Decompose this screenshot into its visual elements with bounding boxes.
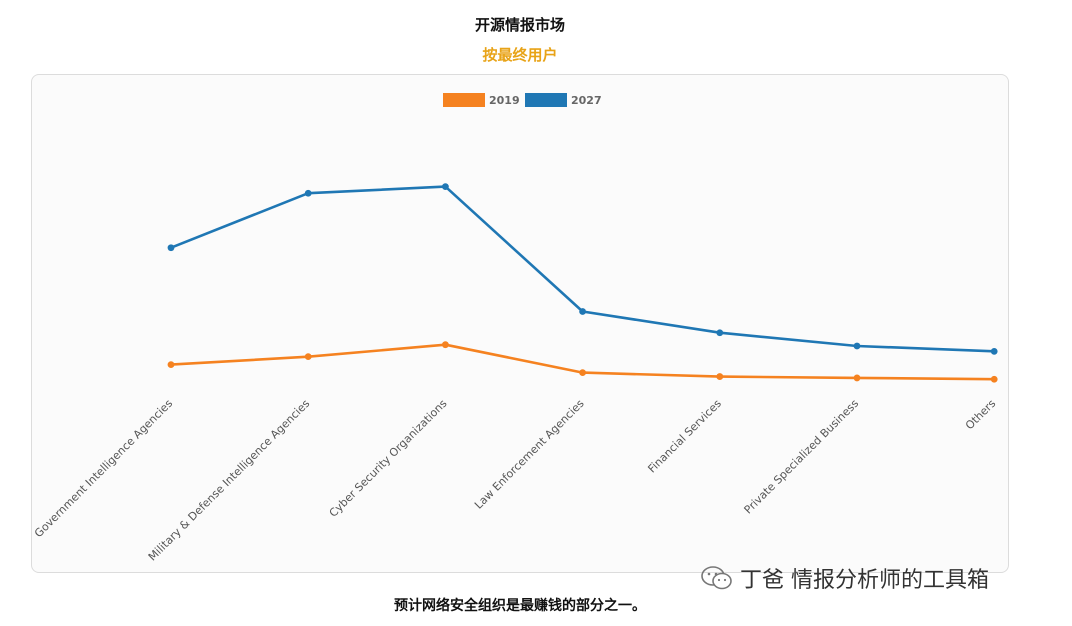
series-points: [167, 183, 998, 383]
line-chart: 2019 2027 Government Intelligence Agencie…: [32, 93, 999, 564]
chart-panel: 2019 2027 Government Intelligence Agencie…: [31, 74, 1009, 573]
x-axis-labels: Government Intelligence AgenciesMilitary…: [32, 397, 999, 564]
data-point-2019-others[interactable]: [990, 375, 998, 383]
watermark-text: 丁爸 情报分析师的工具箱: [740, 568, 989, 593]
legend-item-2019[interactable]: 2019: [443, 93, 520, 107]
data-point-2019-cyber-security-organizations[interactable]: [442, 341, 449, 349]
data-point-2019-private-specialized-business[interactable]: [853, 374, 861, 382]
data-point-2027-others[interactable]: [990, 347, 998, 355]
data-point-2027-financial-services[interactable]: [716, 329, 724, 337]
data-point-2019-financial-services[interactable]: [716, 373, 724, 380]
data-point-2027-law-enforcement-agencies[interactable]: [579, 308, 586, 315]
chart-title: 开源情报市场: [474, 16, 565, 34]
series-lines: [169, 185, 996, 381]
x-tick-label-government-intelligence-agencies: Government Intelligence Agencies: [32, 397, 175, 540]
legend-label-2027: 2027: [571, 94, 602, 107]
chart-legend: 2019 2027: [443, 93, 602, 107]
x-tick-label-cyber-security-organizations: Cyber Security Organizations: [327, 397, 450, 520]
chart-subtitle: 按最终用户: [482, 46, 558, 64]
series-line-2027: [169, 185, 996, 353]
x-tick-label-military-and-defense-intelligence-agencies: Military & Defense Intelligence Agencies: [146, 397, 313, 564]
figure-caption: 预计网络安全组织是最赚钱的部分之一。: [394, 598, 646, 614]
data-point-2019-military-and-defense-intelligence-agencies[interactable]: [304, 353, 312, 361]
legend-label-2019: 2019: [489, 94, 520, 107]
wechat-icon: [701, 566, 732, 590]
legend-swatch-2019: [443, 93, 485, 107]
legend-swatch-2027: [525, 93, 567, 107]
data-point-2027-private-specialized-business[interactable]: [853, 342, 861, 350]
x-tick-label-law-enforcement-agencies: Law Enforcement Agencies: [472, 397, 587, 512]
watermark: 丁爸 情报分析师的工具箱: [700, 562, 989, 594]
x-tick-label-financial-services: Financial Services: [645, 397, 724, 476]
x-tick-label-private-specialized-business: Private Specialized Business: [742, 397, 862, 517]
data-point-2019-law-enforcement-agencies[interactable]: [579, 369, 586, 376]
x-tick-label-others: Others: [963, 397, 999, 433]
data-point-2027-military-and-defense-intelligence-agencies[interactable]: [304, 189, 312, 197]
legend-item-2027[interactable]: 2027: [525, 93, 602, 107]
data-point-2027-government-intelligence-agencies[interactable]: [167, 244, 175, 252]
data-point-2027-cyber-security-organizations[interactable]: [442, 183, 449, 190]
data-point-2019-government-intelligence-agencies[interactable]: [167, 361, 175, 369]
